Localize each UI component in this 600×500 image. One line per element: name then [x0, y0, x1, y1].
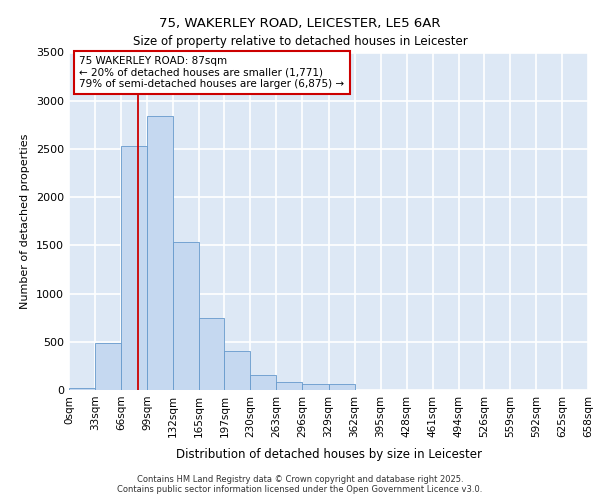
X-axis label: Distribution of detached houses by size in Leicester: Distribution of detached houses by size …: [176, 448, 482, 461]
Bar: [173, 242, 199, 390]
Bar: [329, 384, 355, 390]
Bar: [121, 146, 147, 390]
Bar: [302, 384, 329, 390]
Y-axis label: Number of detached properties: Number of detached properties: [20, 134, 31, 309]
Bar: [95, 343, 121, 390]
Text: 75, WAKERLEY ROAD, LEICESTER, LE5 6AR: 75, WAKERLEY ROAD, LEICESTER, LE5 6AR: [159, 18, 441, 30]
Text: Size of property relative to detached houses in Leicester: Size of property relative to detached ho…: [133, 35, 467, 48]
Text: Contains HM Land Registry data © Crown copyright and database right 2025.
Contai: Contains HM Land Registry data © Crown c…: [118, 474, 482, 494]
Bar: [224, 352, 250, 390]
Bar: [69, 388, 95, 390]
Bar: [277, 382, 302, 390]
Text: 75 WAKERLEY ROAD: 87sqm
← 20% of detached houses are smaller (1,771)
79% of semi: 75 WAKERLEY ROAD: 87sqm ← 20% of detache…: [79, 56, 344, 89]
Bar: [199, 318, 224, 390]
Bar: [147, 116, 173, 390]
Bar: [250, 374, 277, 390]
